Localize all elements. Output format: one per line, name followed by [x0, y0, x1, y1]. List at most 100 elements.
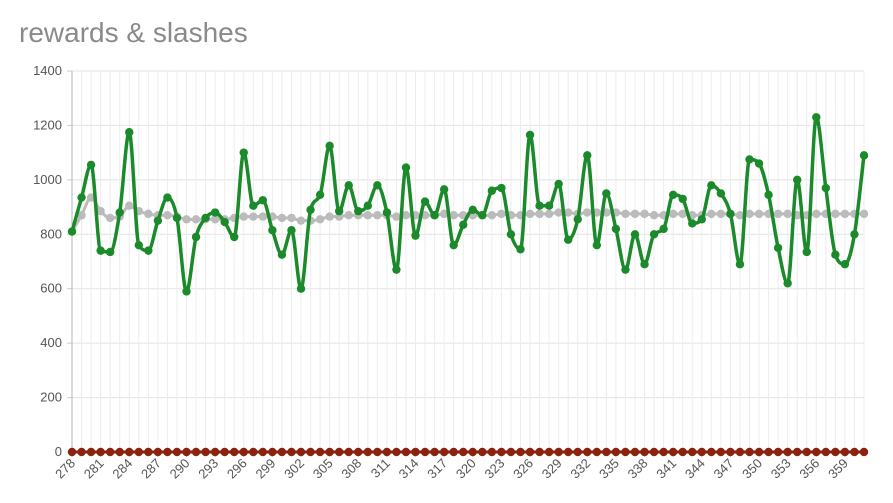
series-0-point — [182, 287, 191, 296]
series-0-point — [640, 260, 649, 269]
series-2-point — [688, 447, 697, 457]
series-1-point — [182, 215, 191, 224]
series-1-point — [287, 213, 296, 223]
series-0-point — [191, 232, 201, 242]
series-2-point — [163, 447, 172, 457]
series-0-point — [296, 284, 306, 293]
series-0-point — [764, 190, 773, 200]
x-tick-label: 353 — [768, 456, 794, 482]
series-0-point — [621, 265, 630, 274]
series-1-point — [735, 211, 745, 220]
series-2-point — [258, 447, 268, 457]
series-0-point — [630, 230, 640, 239]
series-2-point — [277, 447, 287, 457]
series-2-point — [563, 447, 573, 457]
series-2-point — [745, 447, 754, 457]
series-0-point — [115, 208, 124, 217]
series-2-point — [544, 447, 554, 457]
series-2-point — [439, 447, 449, 457]
series-2-point — [573, 447, 582, 457]
series-1-point — [840, 209, 850, 219]
series-0-point — [67, 227, 77, 236]
series-0-point — [220, 217, 229, 227]
series-2-point — [583, 447, 592, 457]
series-2-point — [821, 447, 831, 457]
x-tick-label: 320 — [453, 456, 479, 482]
series-0-point — [430, 211, 439, 220]
series-0-point — [573, 215, 582, 224]
series-2-point — [67, 447, 77, 457]
series-0-point — [497, 183, 506, 193]
series-0-point — [411, 231, 420, 240]
series-0-point — [831, 250, 840, 259]
series-0-point — [678, 194, 687, 204]
series-0-point — [850, 230, 859, 239]
series-2-point — [134, 447, 143, 457]
series-0-point — [77, 193, 86, 202]
series-1-point — [86, 193, 96, 202]
series-1-point — [96, 206, 105, 216]
series-1-point — [745, 209, 754, 219]
series-0-point — [382, 208, 392, 217]
series-1-point — [363, 211, 373, 220]
x-tick-label: 299 — [253, 456, 279, 482]
series-1-point — [583, 208, 592, 217]
x-tick-label: 284 — [109, 456, 135, 482]
x-tick-label: 290 — [167, 456, 193, 482]
series-0-point — [258, 196, 268, 205]
series-0-point — [439, 185, 449, 194]
series-2-point — [630, 447, 640, 457]
series-0-point — [401, 163, 411, 172]
series-0-point — [812, 113, 821, 122]
series-0-point — [754, 159, 764, 168]
y-tick-label: 600 — [40, 281, 62, 296]
x-tick-label: 347 — [711, 456, 737, 482]
series-0-point — [334, 206, 344, 216]
series-0-point — [735, 260, 745, 269]
series-2-point — [506, 447, 516, 457]
series-2-point — [401, 447, 411, 457]
series-1-point — [497, 209, 506, 219]
series-0-point — [716, 189, 726, 198]
series-2-point — [449, 447, 458, 457]
series-2-point — [153, 447, 163, 457]
series-1-point — [373, 211, 382, 220]
series-1-point — [640, 209, 649, 219]
series-1-point — [163, 211, 172, 220]
series-0-point — [96, 246, 105, 255]
series-0-point — [125, 128, 134, 137]
series-2-point — [850, 447, 859, 457]
series-2-point — [611, 447, 621, 457]
series-1-point — [831, 209, 840, 219]
x-tick-label: 359 — [825, 456, 851, 482]
x-tick-label: 314 — [396, 456, 422, 482]
series-2-point — [96, 447, 105, 457]
series-0-point — [611, 224, 621, 234]
series-2-point — [334, 447, 344, 457]
series-0-point — [468, 205, 477, 214]
series-0-point — [859, 151, 869, 160]
series-1-point — [325, 212, 334, 221]
series-0-point — [315, 190, 325, 200]
series-2-point — [478, 447, 487, 457]
x-tick-label: 293 — [195, 456, 221, 482]
x-tick-label: 305 — [310, 456, 336, 482]
series-2-point — [125, 447, 134, 457]
series-2-point — [344, 447, 353, 457]
series-2-point — [754, 447, 764, 457]
series-2-point — [105, 447, 115, 457]
series-2-point — [77, 447, 86, 457]
series-1-point — [716, 209, 726, 219]
series-1-point — [783, 209, 792, 219]
y-tick-label: 200 — [40, 390, 62, 405]
series-0-point — [373, 181, 382, 190]
series-0-point — [134, 240, 143, 250]
x-tick-label: 326 — [510, 456, 536, 482]
series-2-point — [726, 447, 735, 457]
series-0-point — [268, 226, 277, 235]
y-tick-label: 1400 — [33, 63, 62, 78]
series-0-point — [363, 201, 373, 210]
x-tick-label: 338 — [625, 456, 651, 482]
series-1-point — [621, 209, 630, 219]
